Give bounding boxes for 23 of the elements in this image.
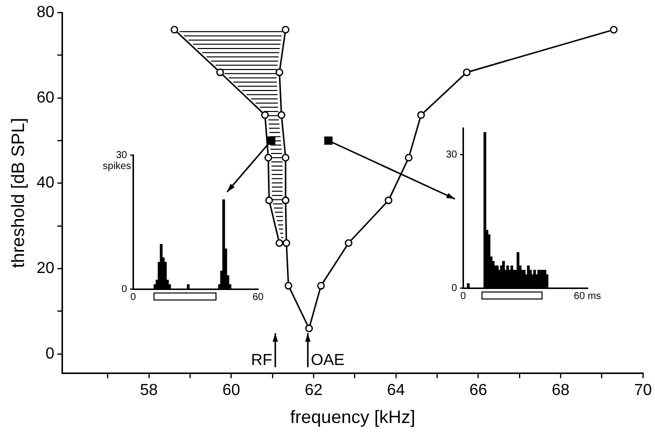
x-tick-label: 70 bbox=[634, 382, 652, 400]
x-tick-label: 0 bbox=[130, 292, 136, 303]
y-axis-title: threshold [dB SPL] bbox=[8, 118, 28, 268]
x-tick-label: 68 bbox=[552, 382, 570, 400]
y-tick-label: 20 bbox=[36, 260, 54, 278]
x-tick-label: 60 ms bbox=[574, 290, 601, 302]
x-tick-label: 60 bbox=[222, 382, 240, 400]
x-tick-label: 62 bbox=[304, 382, 323, 400]
y-tick-label: 30 bbox=[446, 149, 458, 160]
y-tick-label: 60 bbox=[36, 89, 54, 106]
x-tick-label: 64 bbox=[387, 382, 405, 400]
x-tick-label: 58 bbox=[140, 382, 158, 400]
x-tick-label: 60 bbox=[252, 292, 264, 303]
y-axis-title: spikes bbox=[102, 160, 132, 172]
ref-line-label: RF bbox=[250, 352, 273, 370]
x-tick-label: 0 bbox=[460, 290, 466, 302]
x-axis-title: frequency [kHz] bbox=[290, 407, 416, 428]
y-tick-label: 0 bbox=[45, 345, 54, 362]
ref-line-label: OAE bbox=[310, 352, 345, 370]
y-tick-label: 40 bbox=[36, 174, 54, 192]
y-tick-label: 80 bbox=[36, 4, 54, 22]
y-tick-label: 30 bbox=[116, 150, 128, 161]
x-tick-label: 66 bbox=[469, 382, 488, 400]
